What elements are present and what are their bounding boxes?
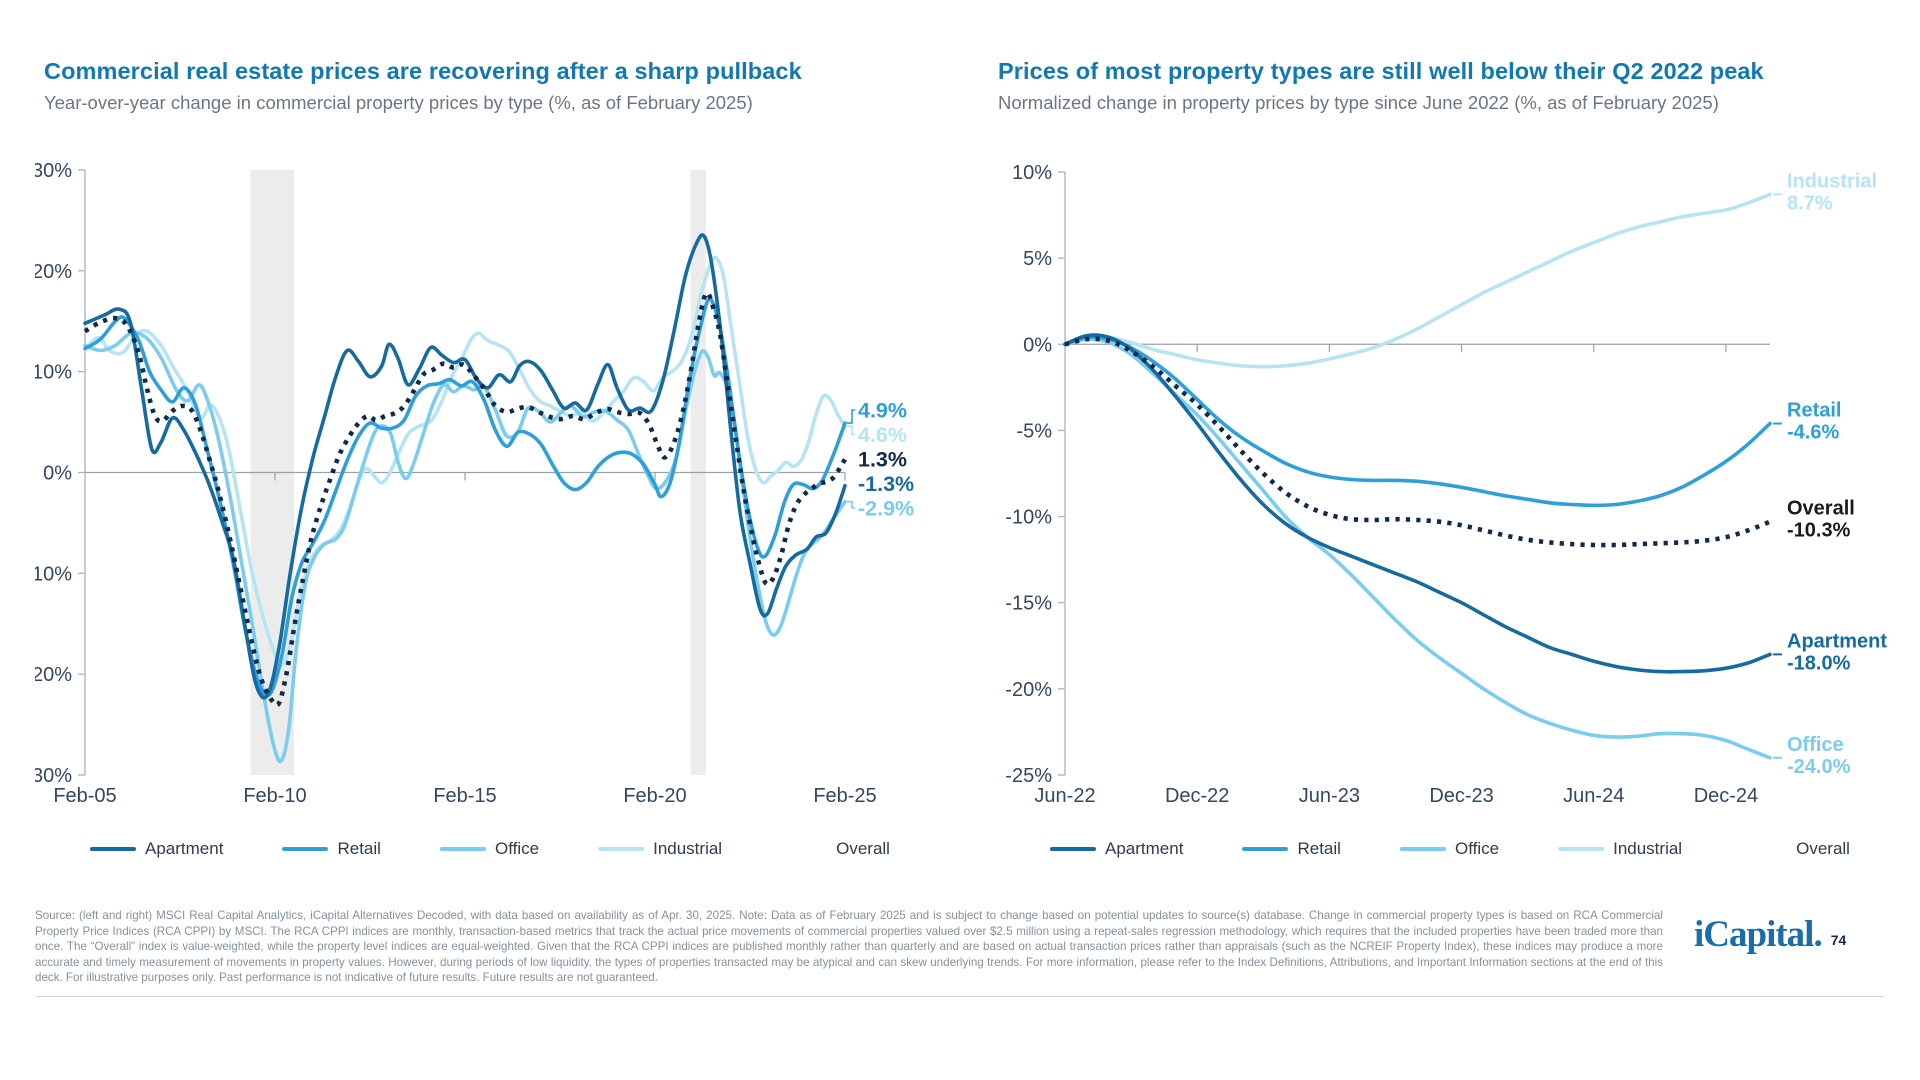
legend-label-industrial: Industrial <box>1613 839 1683 858</box>
end-label-leader-industrial <box>847 425 855 436</box>
x-tick-label: Feb-05 <box>53 785 116 807</box>
legend-item-overall: Overall <box>781 839 890 859</box>
x-tick-label: Jun-23 <box>1299 785 1360 807</box>
legend-item-apartment: Apartment <box>90 839 223 859</box>
end-name-label-retail: Retail <box>1787 400 1841 422</box>
end-value-label-industrial: 4.6% <box>858 423 907 447</box>
x-tick-label: Feb-15 <box>433 785 496 807</box>
y-tick-label: 30% <box>35 160 72 182</box>
footer-divider <box>35 996 1885 997</box>
source-note: Source: (left and right) MSCI Real Capit… <box>35 909 1663 985</box>
legend-swatch-apartment <box>90 846 136 852</box>
end-value-label-retail: -4.6% <box>1787 422 1839 444</box>
legend-item-office: Office <box>1399 839 1500 859</box>
right-chart-legend: Apartment Retail Office Industrial Overall <box>1050 838 1850 860</box>
legend-label-apartment: Apartment <box>145 839 224 858</box>
legend-item-industrial: Industrial <box>1558 839 1682 859</box>
legend-swatch-office <box>1399 846 1446 852</box>
legend-swatch-apartment <box>1050 846 1096 852</box>
series-line-retail <box>1063 335 1772 508</box>
y-tick-label: 10% <box>1012 162 1052 184</box>
series-line-office <box>1063 337 1772 760</box>
y-tick-label: -5% <box>1016 420 1052 442</box>
left-chart-legend: Apartment Retail Office Industrial Overall <box>90 838 890 860</box>
legend-swatch-overall <box>781 847 827 852</box>
series-line-industrial <box>1063 192 1772 369</box>
end-value-label-overall: 1.3% <box>858 448 907 472</box>
legend-swatch-industrial <box>1558 846 1605 852</box>
y-tick-label: -15% <box>1005 593 1052 615</box>
legend-label-apartment: Apartment <box>1105 839 1184 858</box>
end-value-label-industrial: 8.7% <box>1787 192 1833 214</box>
end-label-leader-office <box>847 500 855 509</box>
legend-item-overall: Overall <box>1741 839 1850 859</box>
y-tick-label: 10% <box>35 362 72 384</box>
y-tick-label: 0% <box>1023 334 1052 356</box>
normalized-change-line-chart: 10% 5% 0% -5% -10% -15% -20% -25%Jun-22 Dec-22 Ju… <box>1005 162 1887 807</box>
y-tick-label: -25% <box>1005 765 1052 787</box>
y-tick-label: -20% <box>35 664 72 686</box>
end-value-label-office: -24.0% <box>1787 756 1851 778</box>
legend-label-office: Office <box>494 839 540 858</box>
icapital-logo: iCapital. <box>1694 914 1823 955</box>
legend-item-retail: Retail <box>282 839 381 859</box>
legend-item-retail: Retail <box>1242 839 1341 859</box>
legend-label-retail: Retail <box>1297 839 1341 858</box>
legend-swatch-office <box>439 846 486 852</box>
legend-label-overall: Overall <box>836 839 890 858</box>
legend-swatch-retail <box>1242 846 1289 852</box>
end-name-label-overall: Overall <box>1787 498 1855 520</box>
right-chart-title: Prices of most property types are still … <box>998 58 1764 84</box>
legend-label-retail: Retail <box>337 839 381 858</box>
x-tick-label: Feb-10 <box>243 785 306 807</box>
legend-label-office: Office <box>1454 839 1500 858</box>
legend-swatch-retail <box>282 846 329 852</box>
series-line-industrial <box>83 255 847 667</box>
series-line-apartment <box>83 233 847 700</box>
end-label-leader-retail <box>847 409 855 424</box>
y-tick-label: 20% <box>35 261 72 283</box>
x-tick-label: Feb-25 <box>813 785 876 807</box>
end-name-label-industrial: Industrial <box>1787 170 1877 192</box>
yoy-change-line-chart: 30% 20% 10% 0% -10% -20% -30%Feb-05 Feb-10 Feb-1… <box>35 160 914 807</box>
x-tick-label: Feb-20 <box>623 785 686 807</box>
end-value-label-overall: -10.3% <box>1787 520 1851 542</box>
end-value-label-apartment: -1.3% <box>858 472 914 496</box>
left-chart-title: Commercial real estate prices are recove… <box>44 58 802 84</box>
legend-item-industrial: Industrial <box>598 839 722 859</box>
y-tick-label: 5% <box>1023 248 1052 270</box>
logo-block: iCapital. 74 <box>1694 916 1846 953</box>
series-line-overall <box>1064 336 1771 548</box>
y-tick-label: -10% <box>35 563 72 585</box>
legend-swatch-overall <box>1741 847 1787 852</box>
x-tick-label: Dec-23 <box>1429 785 1493 807</box>
x-tick-label: Dec-22 <box>1165 785 1229 807</box>
x-tick-label: Dec-24 <box>1694 785 1758 807</box>
legend-swatch-industrial <box>598 846 645 852</box>
x-tick-label: Jun-22 <box>1034 785 1095 807</box>
y-tick-label: -10% <box>1005 507 1052 529</box>
series-line-apartment <box>1063 333 1772 674</box>
x-tick-label: Jun-24 <box>1563 785 1624 807</box>
page-number: 74 <box>1830 932 1847 948</box>
end-name-label-apartment: Apartment <box>1787 630 1887 652</box>
legend-label-overall: Overall <box>1796 839 1850 858</box>
end-value-label-apartment: -18.0% <box>1787 652 1851 674</box>
legend-item-apartment: Apartment <box>1050 839 1183 859</box>
right-chart-subtitle: Normalized change in property prices by … <box>998 92 1719 113</box>
series-line-overall <box>83 290 847 708</box>
left-chart-subtitle: Year-over-year change in commercial prop… <box>44 92 753 113</box>
legend-label-industrial: Industrial <box>653 839 723 858</box>
end-value-label-retail: 4.9% <box>858 399 907 423</box>
y-tick-label: -20% <box>1005 679 1052 701</box>
y-tick-label: 0% <box>43 463 72 485</box>
legend-item-office: Office <box>439 839 540 859</box>
end-value-label-office: -2.9% <box>858 497 914 521</box>
end-name-label-office: Office <box>1787 734 1844 756</box>
y-tick-label: -30% <box>35 765 72 787</box>
